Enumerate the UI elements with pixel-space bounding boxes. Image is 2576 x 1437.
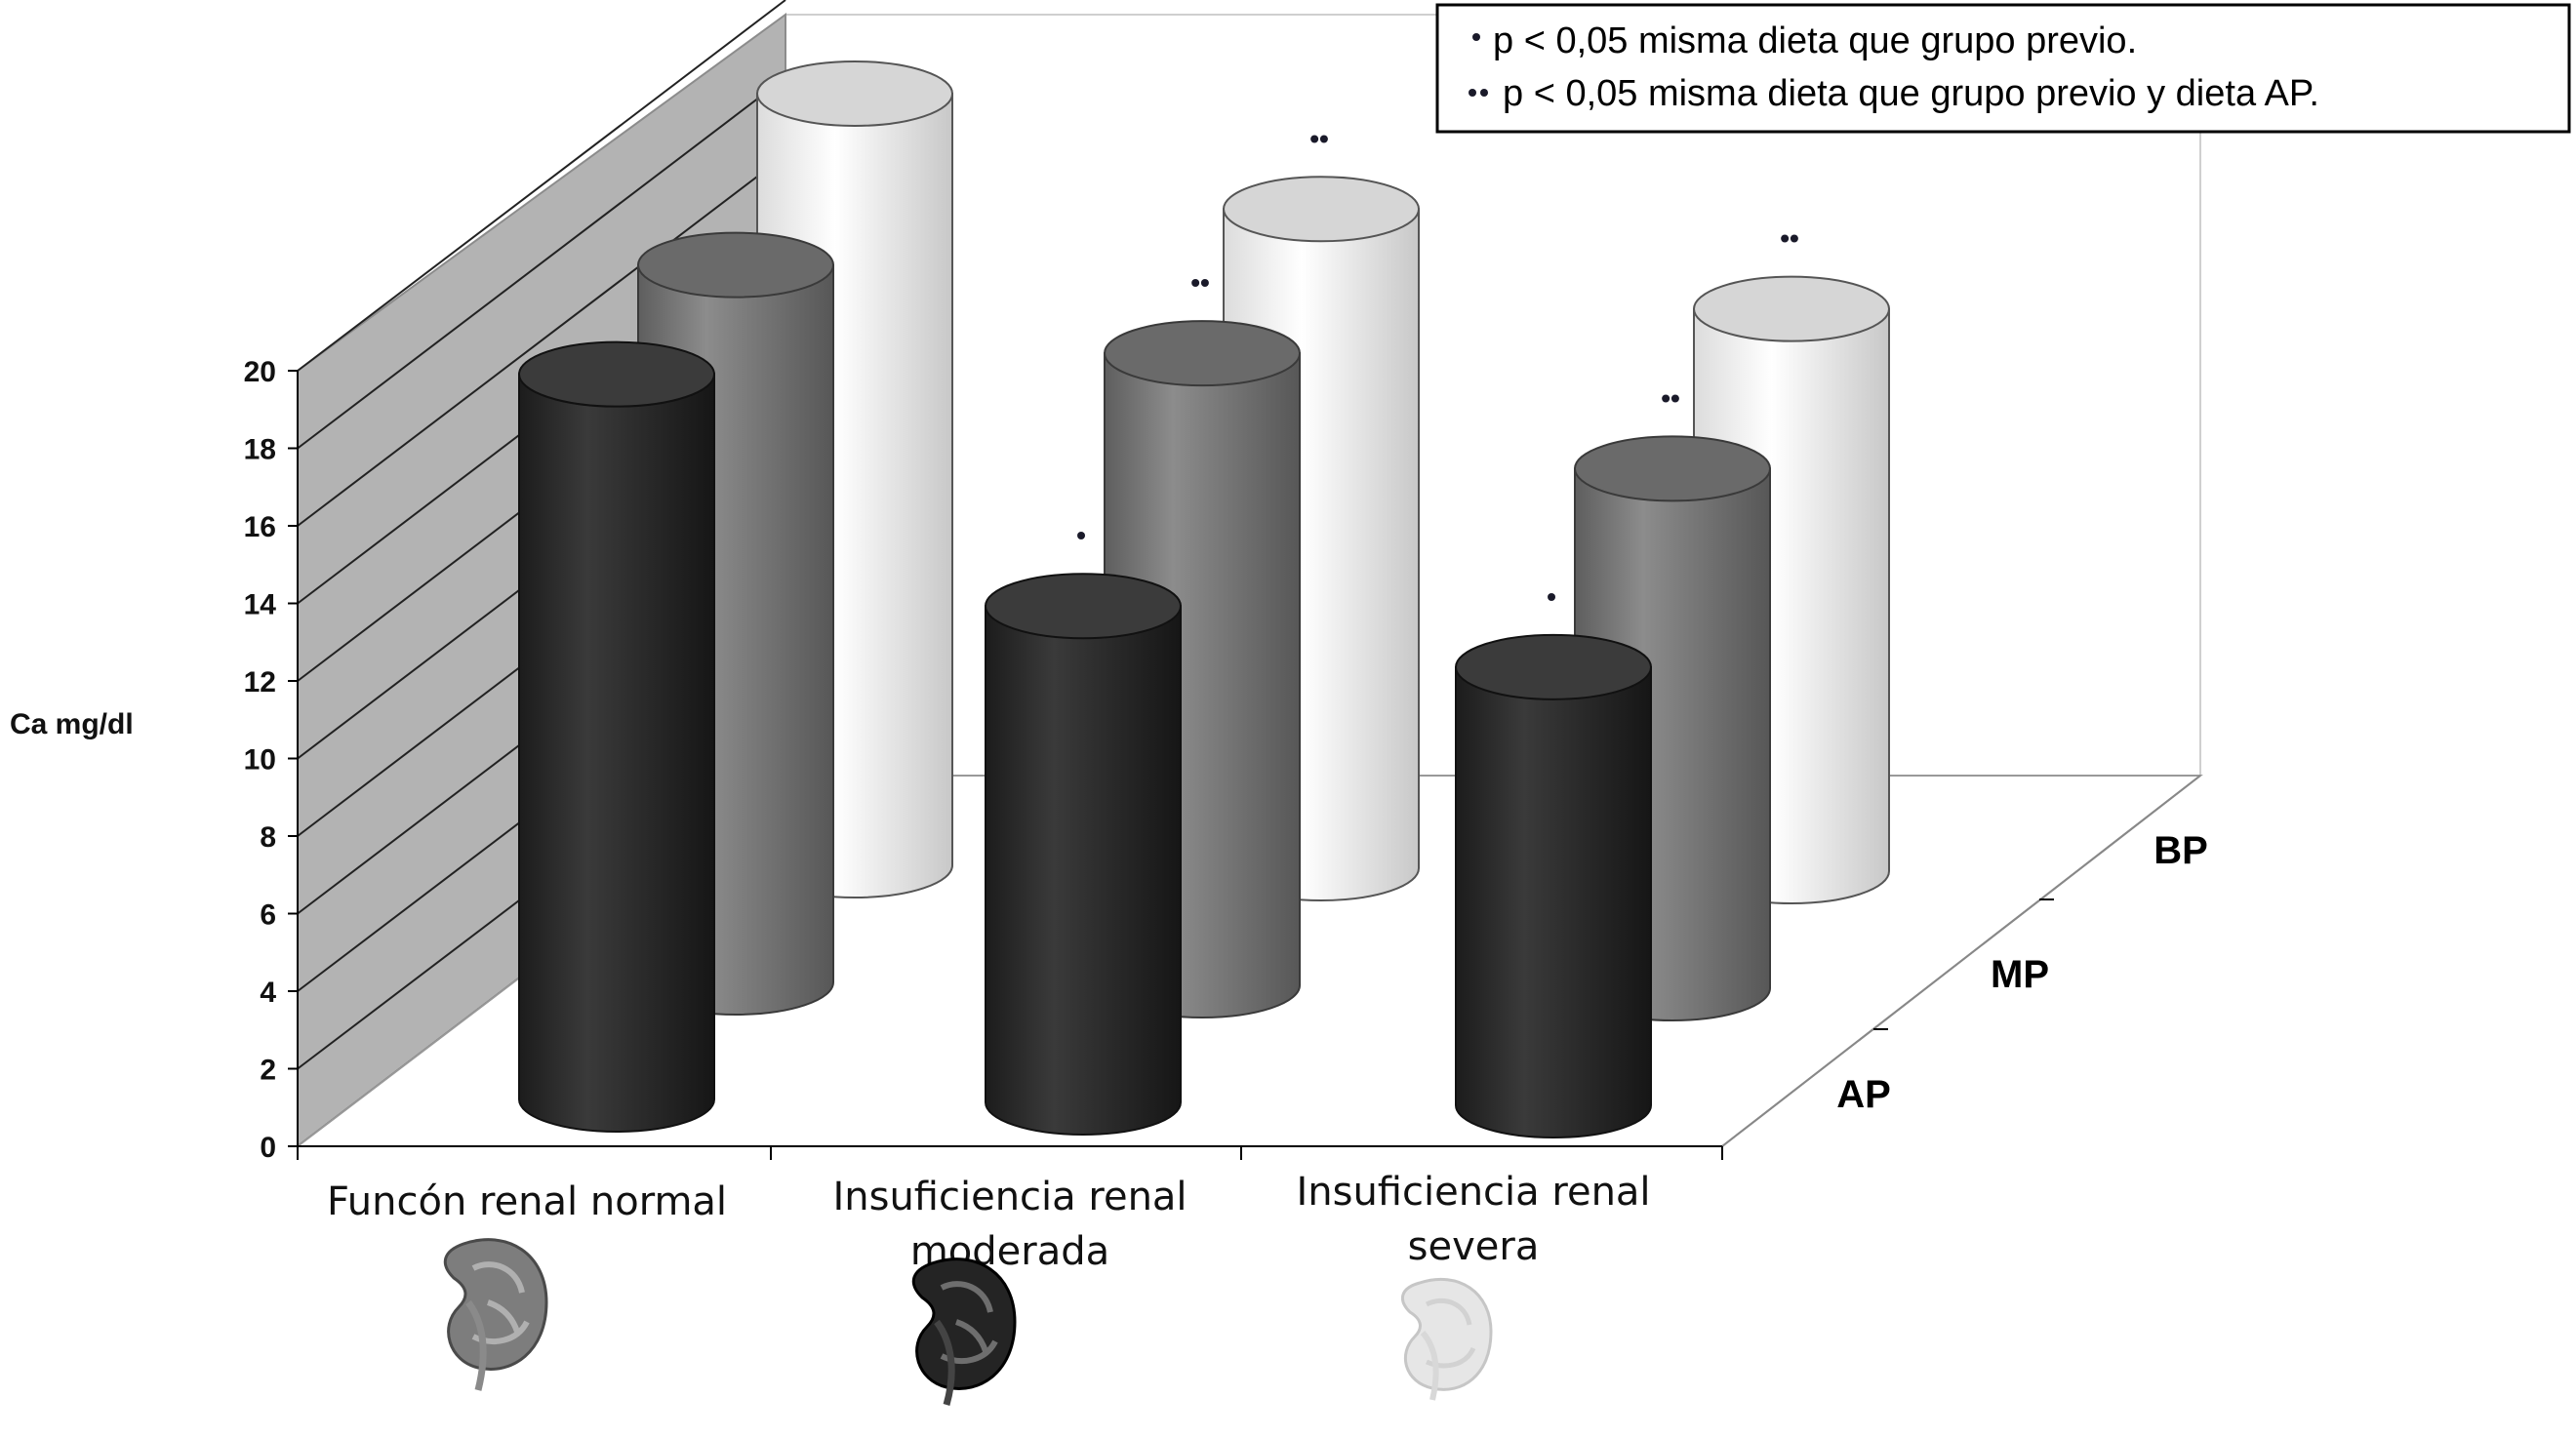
bar-top bbox=[637, 231, 834, 299]
bar-top bbox=[756, 60, 953, 127]
significance-mark: •• bbox=[1190, 267, 1210, 298]
category-axis: Funcón renal normal Insuficiencia renalmo… bbox=[297, 1145, 1723, 1274]
legend-box bbox=[1435, 3, 2571, 134]
significance-mark: •• bbox=[1780, 223, 1799, 254]
bar-body bbox=[1455, 665, 1652, 1138]
bar-body bbox=[518, 373, 715, 1133]
y-tick-label: 0 bbox=[260, 1132, 276, 1164]
bar-top bbox=[1455, 633, 1652, 700]
y-axis-label: Ca mg/dl bbox=[10, 708, 134, 740]
legend-marker-double-a bbox=[1469, 89, 1476, 97]
bars: •••••••••• bbox=[518, 60, 1890, 1138]
bar-AP-0 bbox=[518, 340, 715, 1133]
bar-top bbox=[1104, 320, 1301, 387]
significance-mark: • bbox=[1076, 520, 1086, 550]
y-tick-label: 20 bbox=[244, 356, 276, 388]
significance-mark: •• bbox=[1661, 382, 1680, 413]
legend-entry-single: p < 0,05 misma dieta que grupo previo. bbox=[1493, 20, 2137, 61]
y-tick-label: 4 bbox=[260, 977, 276, 1009]
depth-axis: AP MP BP bbox=[1721, 775, 2208, 1147]
kidney-normal-icon bbox=[443, 1238, 548, 1391]
y-tick-label: 12 bbox=[244, 666, 276, 699]
depth-label: AP bbox=[1836, 1073, 1891, 1116]
category-label: Insuficiencia renal bbox=[1296, 1170, 1650, 1215]
y-axis: 0 2 4 6 8 10 12 14 16 18 20 bbox=[244, 356, 299, 1164]
bar-top bbox=[1693, 275, 1890, 342]
bar-top bbox=[1223, 176, 1420, 243]
bar-top bbox=[518, 340, 715, 408]
bar-AP-2 bbox=[1455, 633, 1652, 1138]
significance-mark: •• bbox=[1309, 123, 1329, 153]
side-gridline bbox=[297, 76, 786, 450]
depth-label: MP bbox=[1991, 953, 2049, 996]
y-tick-label: 10 bbox=[244, 744, 276, 777]
bar-top bbox=[1574, 435, 1771, 502]
y-tick-label: 8 bbox=[260, 821, 276, 854]
side-gridline bbox=[297, 0, 786, 372]
category-label: severa bbox=[1408, 1224, 1540, 1269]
category-label: Funcón renal normal bbox=[327, 1179, 727, 1224]
y-tick-label: 18 bbox=[244, 434, 276, 466]
bar-body bbox=[985, 605, 1182, 1136]
depth-label: BP bbox=[2153, 829, 2208, 872]
y-tick-label: 6 bbox=[260, 899, 276, 932]
y-tick-label: 2 bbox=[260, 1055, 276, 1087]
bar-top bbox=[985, 573, 1182, 640]
depth-axis-line bbox=[1721, 775, 2201, 1147]
y-tick-label: 16 bbox=[244, 511, 276, 543]
kidney-moderate-icon bbox=[911, 1257, 1017, 1406]
legend-marker-double-b bbox=[1480, 89, 1488, 97]
bar-AP-1 bbox=[985, 573, 1182, 1136]
legend-entry-double: p < 0,05 misma dieta que grupo previo y … bbox=[1503, 73, 2319, 114]
category-label: Insuficiencia renal bbox=[832, 1175, 1187, 1219]
side-gridline bbox=[297, 154, 786, 527]
significance-mark: • bbox=[1547, 581, 1556, 612]
legend-marker-single bbox=[1472, 33, 1480, 41]
kidney-severe-icon bbox=[1400, 1277, 1493, 1401]
legend: p < 0,05 misma dieta que grupo previo. p… bbox=[1435, 3, 2571, 134]
y-tick-label: 14 bbox=[244, 589, 277, 621]
